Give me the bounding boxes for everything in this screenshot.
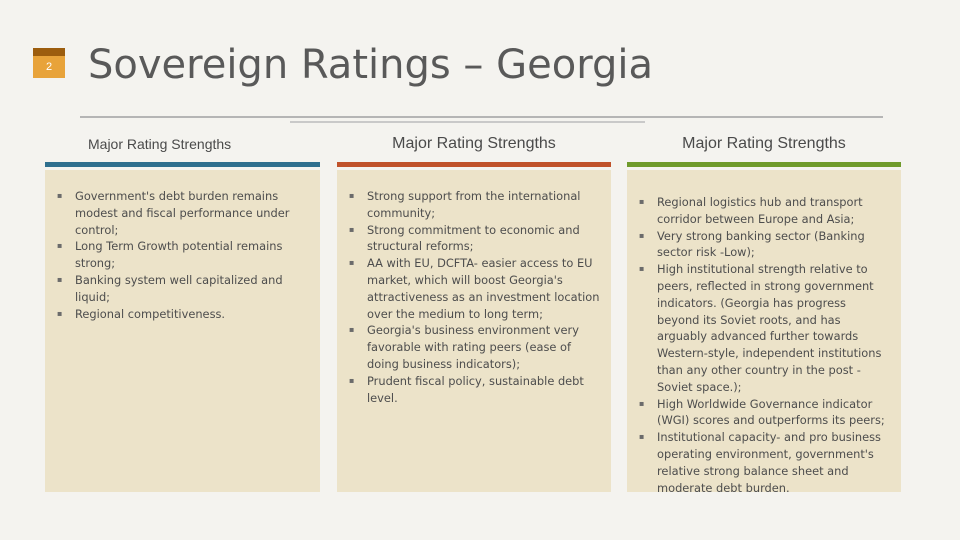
list-item-text: Prudent fiscal policy, sustainable debt …	[367, 373, 584, 405]
list-item: ▪ High Worldwide Governance indicator (WG…	[639, 396, 891, 430]
column-2-header: Major Rating Strengths	[392, 135, 556, 152]
list-item: ▪ Georgia's business environment very fav…	[349, 322, 601, 372]
bullet-icon: ▪	[349, 191, 355, 200]
list-item: ▪ Strong commitment to economic and struc…	[349, 222, 601, 256]
list-item: ▪ Very strong banking sector (Banking sec…	[639, 228, 891, 262]
list-item: ▪ High institutional strength relative to…	[639, 261, 891, 395]
list-item-text: Very strong banking sector (Banking sect…	[657, 228, 865, 260]
bullet-icon: ▪	[639, 398, 645, 408]
bullet-icon: ▪	[349, 325, 355, 335]
bullet-icon: ▪	[639, 432, 645, 442]
list-item-text: Government's debt burden remains modest …	[75, 189, 290, 237]
column-3-panel: ▪ Regional logistics hub and transport co…	[627, 170, 901, 495]
bullet-icon: ▪	[57, 274, 63, 284]
bullet-icon: ▪	[639, 264, 645, 274]
list-item-text: Institutional capacity- and pro business…	[657, 430, 881, 495]
list-item-text: Regional logistics hub and transport cor…	[657, 195, 863, 226]
column-2-panel: ▪ Strong support from the international c…	[337, 170, 611, 492]
column-2-list: ▪ Strong support from the international c…	[349, 188, 601, 406]
list-item-text: High Worldwide Governance indicator (WGI…	[657, 396, 885, 428]
column-1-panel: ▪ Government's debt burden remains modest…	[45, 170, 320, 492]
list-item: ▪ Institutional capacity- and pro busines…	[639, 429, 891, 496]
list-item: ▪ AA with EU, DCFTA- easier access to EU …	[349, 255, 601, 322]
list-item: ▪ Prudent fiscal policy, sustainable debt…	[349, 373, 601, 407]
column-3-accent-bar	[627, 162, 901, 167]
list-item: ▪ Regional logistics hub and transport co…	[639, 194, 891, 228]
list-item: ▪ Long Term Growth potential remains stro…	[57, 238, 310, 272]
list-item: ▪ Banking system well capitalized and liq…	[57, 272, 310, 306]
list-item: ▪ Strong support from the international c…	[349, 188, 601, 222]
list-item-text: Georgia's business environment very favo…	[367, 323, 579, 371]
bullet-icon: ▪	[349, 258, 355, 268]
column-1-header: Major Rating Strengths	[88, 136, 232, 152]
column-2-accent-bar	[337, 162, 611, 167]
list-item-text: Long Term Growth potential remains stron…	[75, 239, 283, 271]
secondary-divider	[290, 121, 645, 123]
bullet-icon: ▪	[57, 241, 63, 251]
slide-title: Sovereign Ratings – Georgia	[88, 42, 653, 88]
list-item: ▪ Government's debt burden remains modest…	[57, 188, 310, 238]
list-item-text: High institutional strength relative to …	[657, 262, 882, 394]
column-3-header: Major Rating Strengths	[682, 135, 846, 152]
column-1-list: ▪ Government's debt burden remains modest…	[57, 188, 310, 322]
bullet-icon: ▪	[639, 230, 645, 240]
bullet-icon: ▪	[349, 224, 355, 234]
list-item: ▪ Regional competitiveness.	[57, 306, 310, 323]
list-item-text: Strong commitment to economic and struct…	[367, 222, 580, 254]
column-1-accent-bar	[45, 162, 320, 167]
list-item-text: AA with EU, DCFTA- easier access to EU m…	[367, 256, 600, 321]
column-3-list: ▪ Regional logistics hub and transport co…	[639, 194, 891, 496]
bullet-icon: ▪	[349, 375, 355, 385]
list-item-text: Regional competitiveness.	[75, 306, 226, 321]
slide-number-badge: 2	[33, 48, 65, 78]
bullet-icon: ▪	[57, 191, 63, 200]
title-divider	[80, 116, 883, 118]
bullet-icon: ▪	[57, 308, 63, 318]
list-item-text: Banking system well capitalized and liqu…	[75, 272, 283, 304]
bullet-icon: ▪	[639, 197, 645, 206]
list-item-text: Strong support from the international co…	[367, 189, 581, 220]
